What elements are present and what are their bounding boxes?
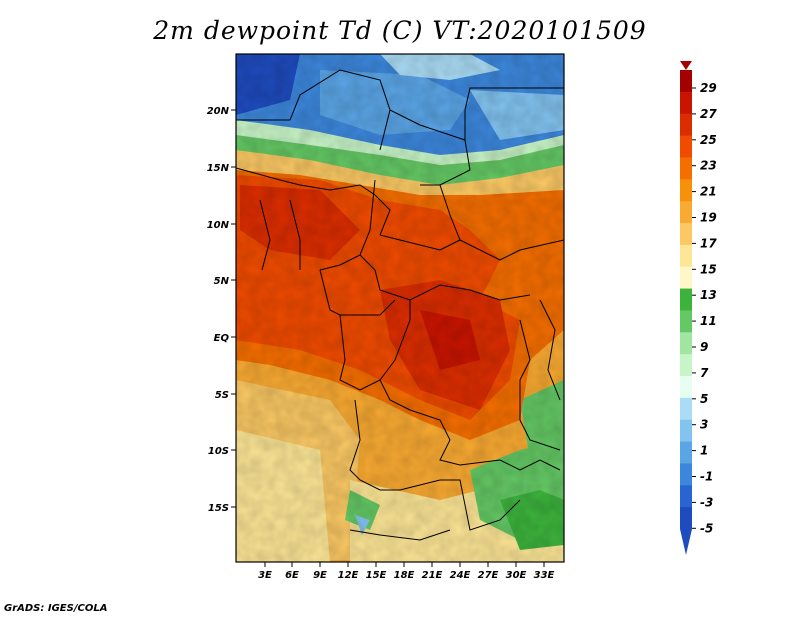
colorbar-segment xyxy=(680,463,692,486)
lat-label: 20N xyxy=(207,106,230,117)
colorbar-segment xyxy=(680,419,692,443)
lat-label: 5N xyxy=(214,276,230,287)
lat-label: 15N xyxy=(207,163,230,174)
colorbar-segment xyxy=(680,266,692,290)
lon-label: 18E xyxy=(394,570,415,581)
colorbar-segment xyxy=(680,397,692,421)
colorbar: 29 27 25 23 21 19 17 15 13 11 9 7 5 3 1 -1 -3 -5 xyxy=(680,61,717,555)
lon-label: 30E xyxy=(506,570,527,581)
lon-label: 9E xyxy=(313,570,327,581)
colorbar-label: 29 xyxy=(700,81,717,95)
longitude-axis: 3E 6E 9E 12E 15E 18E 21E 24E 27E 30E 33E xyxy=(258,562,555,581)
colorbar-segment xyxy=(680,485,692,508)
map-title: 2m dewpoint Td (C) VT:2020101509 xyxy=(153,16,647,45)
colorbar-label: 7 xyxy=(700,366,709,380)
colorbar-label: -5 xyxy=(700,521,713,535)
colorbar-segment xyxy=(680,244,692,268)
colorbar-label: 23 xyxy=(700,159,717,173)
colorbar-segment xyxy=(680,310,692,333)
colorbar-label: 9 xyxy=(700,340,708,354)
colorbar-label: 3 xyxy=(700,418,708,432)
lat-label: 5S xyxy=(215,390,229,401)
colorbar-label: 17 xyxy=(700,236,717,250)
colorbar-label: 15 xyxy=(700,262,717,276)
dewpoint-field xyxy=(236,54,564,562)
colorbar-label: -1 xyxy=(700,470,713,484)
lon-label: 24E xyxy=(450,570,471,581)
colorbar-label: 5 xyxy=(700,392,708,406)
lon-label: 12E xyxy=(338,570,359,581)
credit-label: GrADS: IGES/COLA xyxy=(4,603,108,614)
lon-label: 15E xyxy=(366,570,387,581)
lon-label: 6E xyxy=(285,570,299,581)
colorbar-label: 21 xyxy=(700,185,717,199)
lon-label: 33E xyxy=(534,570,555,581)
map-frame xyxy=(235,53,565,563)
colorbar-label: 25 xyxy=(700,133,717,147)
colorbar-label: -3 xyxy=(700,495,713,509)
colorbar-segment xyxy=(680,507,692,530)
colorbar-segment xyxy=(680,70,692,93)
colorbar-top-arrow xyxy=(680,61,692,70)
colorbar-segment xyxy=(680,91,692,115)
lon-label: 21E xyxy=(422,570,443,581)
lon-label: 3E xyxy=(258,570,272,581)
lat-label: EQ xyxy=(214,333,230,344)
colorbar-segment xyxy=(680,157,692,180)
colorbar-segment xyxy=(680,354,692,377)
colorbar-segment xyxy=(680,179,692,202)
colorbar-segment xyxy=(680,376,692,399)
colorbar-bottom-arrow xyxy=(680,529,692,555)
lon-label: 27E xyxy=(478,570,499,581)
colorbar-segment xyxy=(680,135,692,158)
colorbar-segment xyxy=(680,441,692,464)
colorbar-segment xyxy=(680,332,692,355)
colorbar-label: 11 xyxy=(700,314,717,328)
country-borders xyxy=(236,69,564,541)
lat-label: 10S xyxy=(208,446,229,457)
latitude-axis: 20N 15N 10N 5N EQ 5S 10S 15S xyxy=(207,106,236,514)
colorbar-segment xyxy=(680,201,692,224)
colorbar-label: 19 xyxy=(700,211,717,225)
colorbar-label: 13 xyxy=(700,288,717,302)
colorbar-label: 27 xyxy=(700,107,717,121)
lat-label: 15S xyxy=(208,503,229,514)
lat-label: 10N xyxy=(207,220,230,231)
colorbar-segment xyxy=(680,288,692,311)
colorbar-segment xyxy=(680,113,692,137)
colorbar-label: 1 xyxy=(700,444,708,458)
colorbar-segment xyxy=(680,223,692,246)
